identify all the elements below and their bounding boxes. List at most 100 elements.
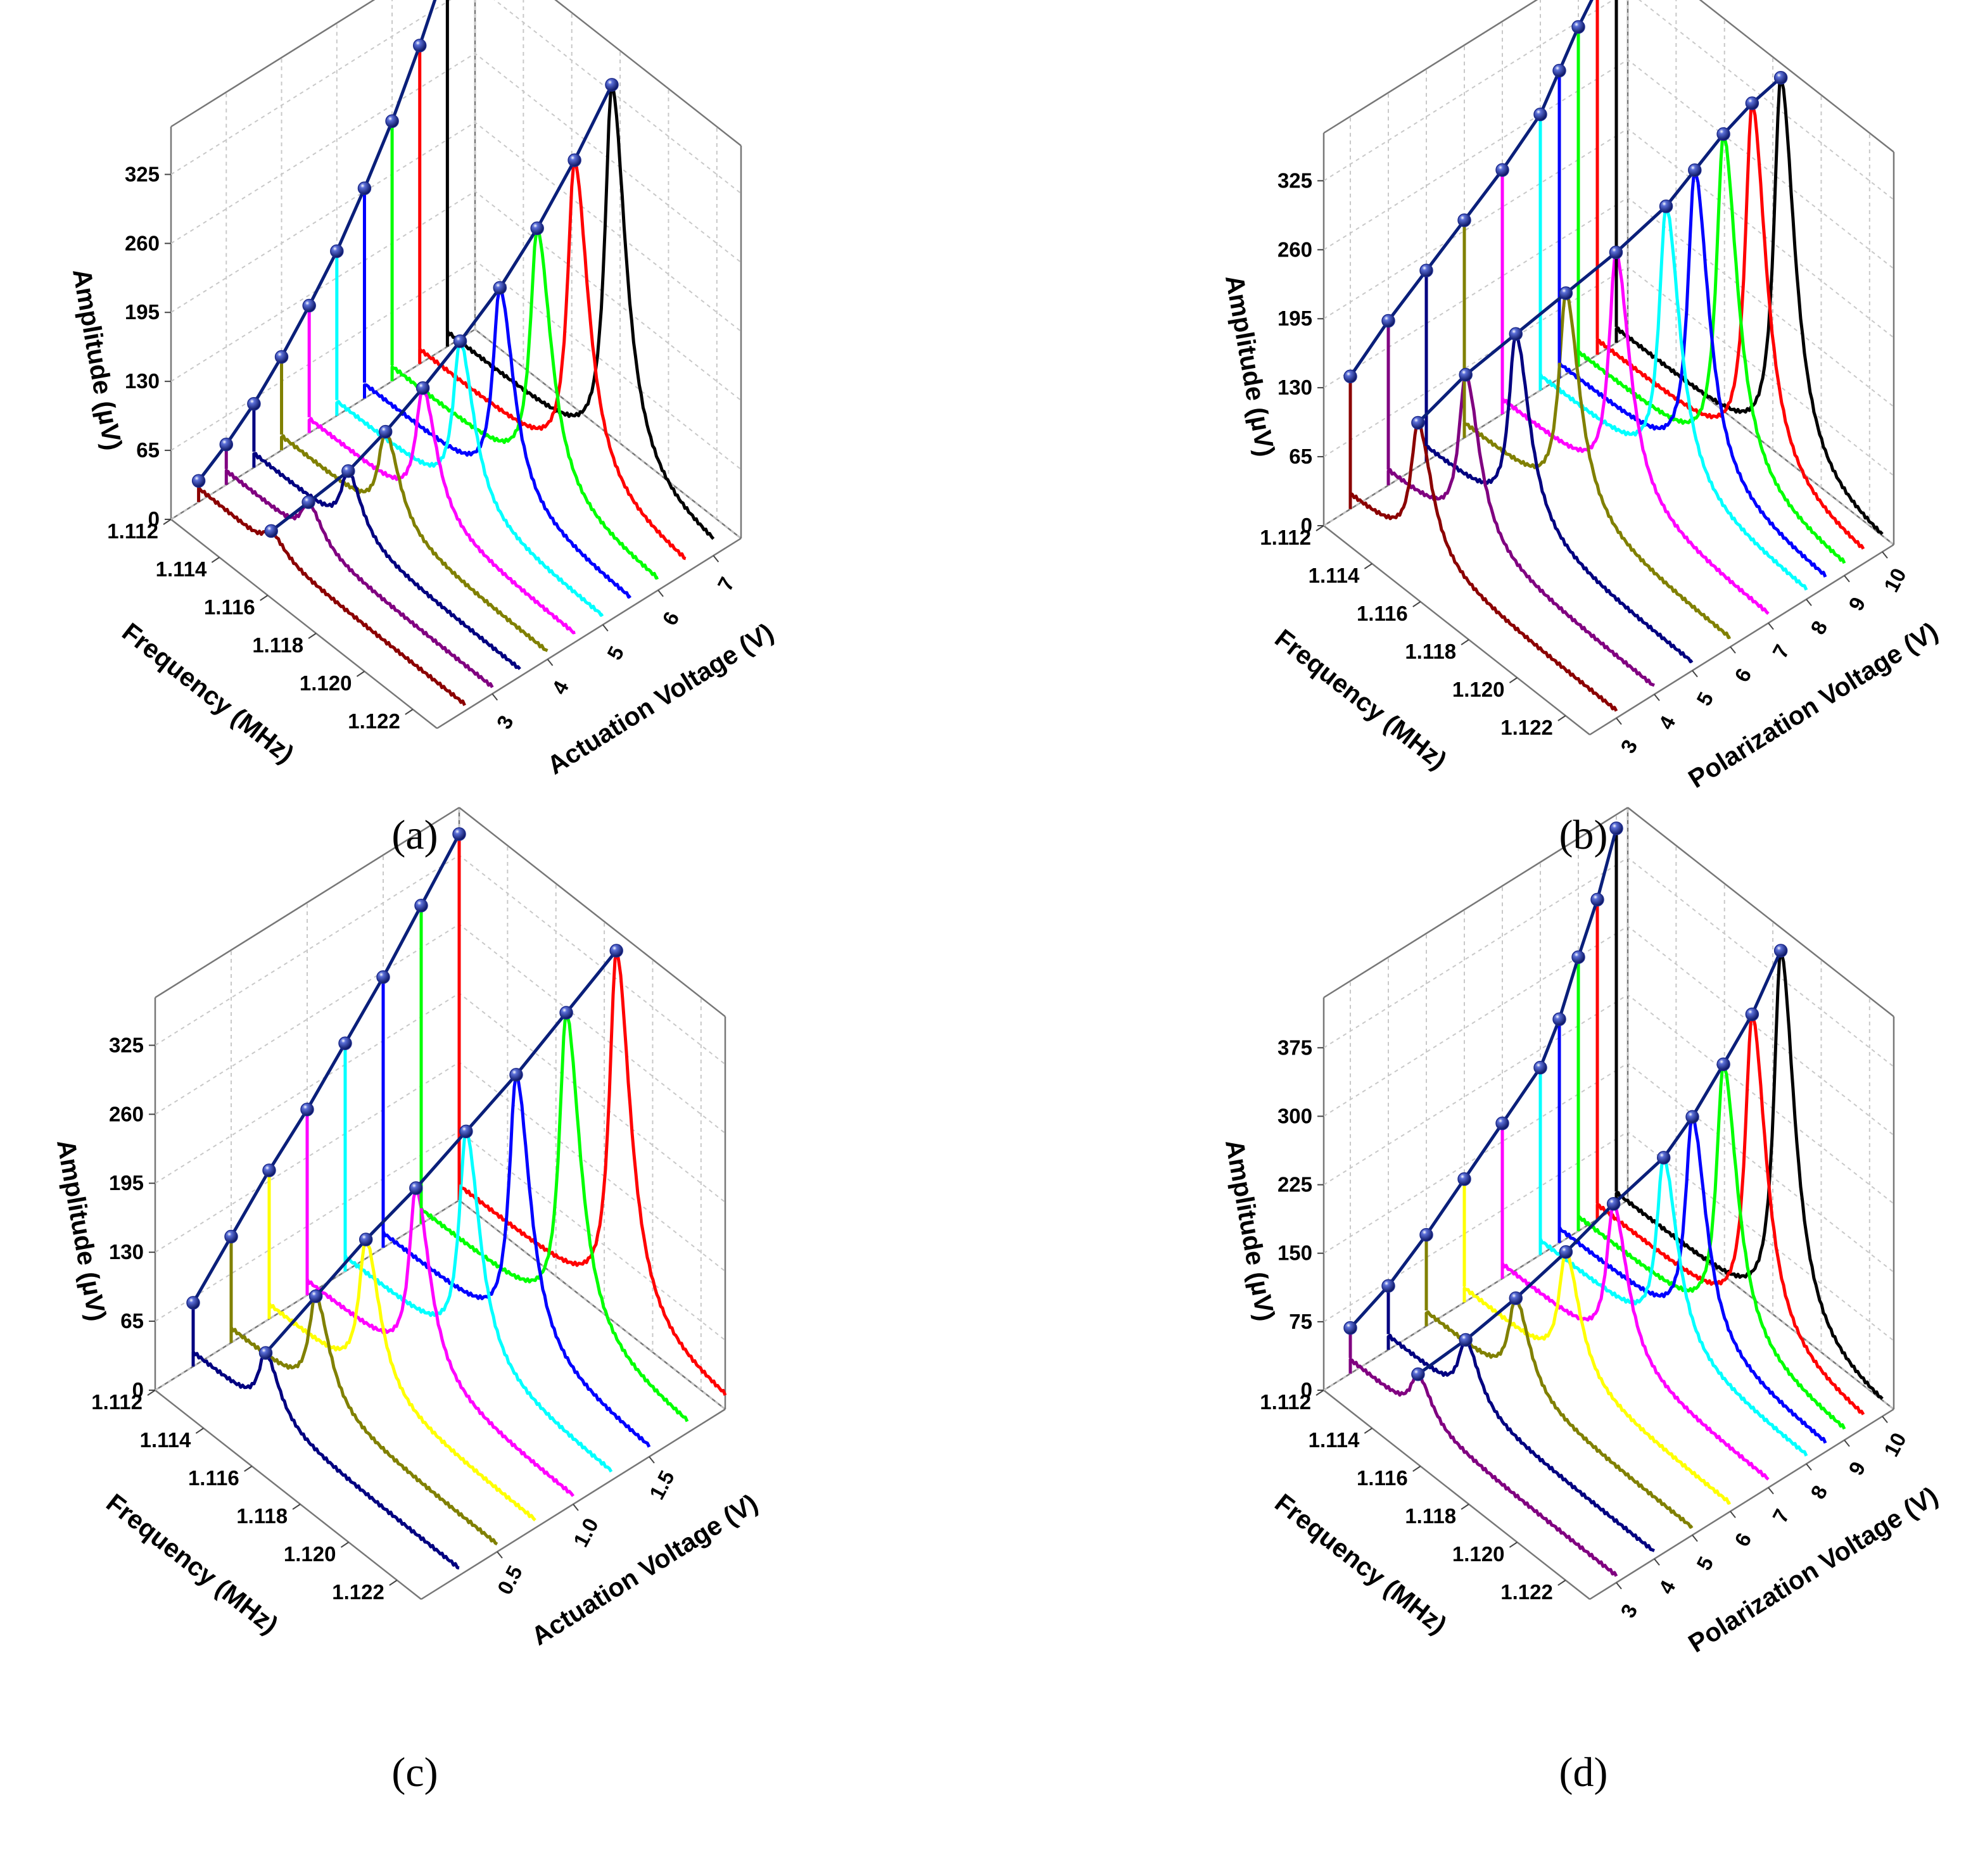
x-tick-label: 1.116 — [1357, 602, 1408, 625]
peak-marker — [1457, 1172, 1471, 1186]
peak-marker — [1716, 1057, 1730, 1072]
series-line-3v — [1348, 1357, 1618, 1577]
series-line-1.50v — [381, 1072, 651, 1448]
y-tick-label: 260 — [125, 231, 160, 255]
frame-edge — [554, 0, 742, 146]
peak-marker — [330, 244, 344, 258]
peak-marker — [186, 1296, 200, 1310]
series-line-9.5v — [1595, 1013, 1865, 1416]
peak-markers — [1343, 821, 1788, 1381]
y-tick-label: 195 — [1277, 307, 1312, 330]
peak-marker — [1381, 314, 1395, 328]
y-tick-label: 260 — [1277, 238, 1312, 261]
y-tick-label: 130 — [109, 1240, 144, 1264]
x-tick-label: 1.114 — [1309, 564, 1360, 587]
series-line-0.75v — [267, 1236, 536, 1522]
peak-marker — [412, 39, 427, 53]
y-tick-label: 130 — [1277, 376, 1312, 399]
grid-line — [1323, 925, 1894, 1136]
peak-marker — [1745, 1007, 1759, 1022]
x-tick-label: 1.116 — [204, 595, 255, 619]
z-tick-label: 5 — [602, 642, 628, 664]
series-line-4v — [1386, 1334, 1655, 1552]
peak-fit-line — [1417, 949, 1782, 1376]
z-tick — [1692, 1535, 1698, 1542]
x-tick — [211, 557, 220, 563]
peak-marker — [301, 495, 315, 509]
peak-marker — [1495, 163, 1509, 177]
series-line-8v — [1538, 1157, 1808, 1457]
peak-marker — [1459, 1333, 1473, 1347]
x-tick-label: 1.120 — [1452, 678, 1505, 701]
z-tick — [491, 693, 498, 701]
peak-marker — [219, 438, 234, 452]
y-tick-label: 300 — [1277, 1104, 1312, 1127]
axis-ticks: 0751502253003751.1121.1141.1161.1181.120… — [1260, 1036, 1911, 1621]
y-tick-label: 150 — [1277, 1241, 1312, 1265]
z-tick — [1692, 670, 1698, 678]
grid-line — [155, 854, 726, 1065]
grid-line — [155, 1199, 726, 1410]
peak-marker — [509, 1068, 523, 1082]
z-tick-label: 4 — [1654, 1576, 1680, 1597]
peak-marker — [1533, 107, 1547, 122]
y-tick-label: 0 — [1301, 514, 1312, 537]
wall-projections — [191, 833, 461, 1351]
peak-marker — [1509, 1291, 1523, 1305]
z-tick-label: 3 — [1616, 736, 1642, 757]
series-line-4v — [1386, 374, 1655, 687]
x-tick-label: 1.114 — [1309, 1428, 1360, 1452]
peak-marker — [341, 464, 355, 478]
peak-marker — [409, 1181, 423, 1195]
peak-marker — [605, 78, 619, 92]
peak-markers — [186, 827, 623, 1360]
peak-marker — [378, 424, 393, 439]
x-tick-label: 1.112 — [1260, 526, 1311, 549]
peak-marker — [308, 1289, 323, 1303]
series-line-3.0v — [224, 469, 494, 688]
z-tick-label: 10 — [1879, 1429, 1911, 1461]
peak-marker — [1609, 245, 1623, 260]
frame-edge — [170, 0, 376, 128]
peak-marker — [1495, 1116, 1509, 1131]
peak-marker — [459, 1124, 473, 1139]
grid-line — [155, 992, 726, 1203]
frame-edge — [436, 537, 742, 730]
panel-c: 0 65 130 195 260 325 1.112 1.114 1.116 1.118 1.120… — [51, 806, 763, 1651]
series-line-9v — [1576, 132, 1846, 564]
series-line-4.5v — [307, 386, 576, 635]
z-tick — [649, 1456, 655, 1464]
peak-marker — [376, 970, 390, 984]
peak-marker — [1559, 1245, 1573, 1259]
peak-marker — [274, 350, 289, 364]
x-tick — [1364, 1428, 1373, 1434]
x-tick-label: 1.112 — [107, 519, 158, 543]
z-tick-label: 6 — [657, 608, 683, 630]
peak-marker — [338, 1036, 352, 1050]
z-tick-label: 7 — [713, 573, 739, 595]
fit-curves — [1348, 0, 1782, 424]
frame-edge — [155, 806, 460, 999]
x-tick — [356, 671, 365, 677]
z-tick-label: 9 — [1844, 1458, 1870, 1480]
y-axis-label: Amplitude (µV) — [67, 267, 128, 453]
z-tick — [1654, 694, 1660, 701]
peak-marker — [1685, 1110, 1699, 1124]
peak-marker — [1606, 1197, 1621, 1211]
series-line-10v — [1614, 79, 1884, 535]
peak-marker — [1716, 127, 1730, 141]
x-tick — [163, 519, 172, 525]
fit-curves — [191, 833, 618, 1354]
series-line-0.50v — [229, 1295, 498, 1546]
x-tick — [292, 1504, 301, 1510]
y-tick-label: 0 — [132, 1378, 144, 1402]
peak-fit-line — [264, 949, 618, 1354]
series-line-7v — [1500, 250, 1770, 615]
y-axis-label: Amplitude (µV) — [1220, 273, 1281, 459]
peak-marker — [1552, 63, 1566, 78]
z-tick-label: 8 — [1806, 1481, 1832, 1503]
peak-marker — [415, 381, 430, 395]
x-tick — [1412, 601, 1421, 607]
frame-edge — [155, 1390, 422, 1600]
z-tick — [1844, 1440, 1850, 1447]
